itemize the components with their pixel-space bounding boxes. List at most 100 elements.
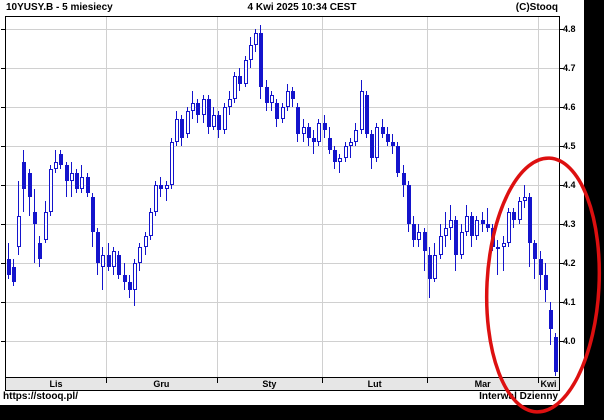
candle-body-down xyxy=(75,173,79,189)
candle-body-up xyxy=(165,185,169,189)
candle-body-down xyxy=(381,127,385,134)
candle-body-up xyxy=(54,162,58,169)
h-gridline xyxy=(6,341,559,342)
candle-body-up xyxy=(212,115,216,127)
candle-body-up xyxy=(70,173,74,181)
y-axis-tick-label: 4.2 xyxy=(563,258,576,268)
y-tick xyxy=(1,185,5,186)
candle-body-down xyxy=(554,337,558,372)
h-gridline xyxy=(6,185,559,186)
month-gridline xyxy=(538,17,539,377)
candle-body-down xyxy=(259,33,263,87)
candle-body-up xyxy=(302,127,306,134)
candle-body-up xyxy=(433,255,437,279)
y-axis-tick-label: 4.8 xyxy=(563,24,576,34)
month-tick xyxy=(322,378,323,383)
candle-wick xyxy=(350,138,351,158)
source-url-label: https://stooq.pl/ xyxy=(3,391,78,402)
month-label: Gru xyxy=(153,379,170,389)
copyright-label: (C)Stooq xyxy=(515,2,558,13)
y-tick xyxy=(559,146,564,147)
y-tick xyxy=(559,29,564,30)
candle-body-down xyxy=(7,259,11,275)
candle-body-down xyxy=(96,232,100,263)
candle-body-up xyxy=(149,212,153,236)
candle-body-down xyxy=(217,115,221,130)
candle-wick xyxy=(487,208,488,232)
candle-body-down xyxy=(180,119,184,138)
candle-wick xyxy=(55,150,56,173)
candle-body-up xyxy=(518,201,522,220)
candle-body-down xyxy=(117,255,121,275)
candle-body-up xyxy=(475,220,479,236)
candle-body-up xyxy=(228,99,232,107)
h-gridline xyxy=(6,263,559,264)
candle-body-up xyxy=(375,127,379,158)
month-tick xyxy=(106,378,107,383)
candle-body-up xyxy=(338,158,342,162)
candle-body-up xyxy=(170,142,174,185)
candle-body-down xyxy=(333,150,337,162)
candle-body-down xyxy=(528,197,532,243)
y-axis-tick-label: 4.1 xyxy=(563,297,576,307)
candle-body-up xyxy=(444,228,448,236)
candle-body-down xyxy=(370,134,374,158)
candle-body-down xyxy=(65,165,69,181)
candle-body-down xyxy=(12,267,16,282)
candle-body-down xyxy=(539,259,543,275)
candle-body-down xyxy=(491,228,495,247)
candle-body-up xyxy=(496,247,500,249)
candle-body-down xyxy=(402,173,406,185)
candle-wick xyxy=(166,181,167,201)
candle-body-down xyxy=(423,232,427,251)
month-tick xyxy=(217,378,218,383)
candle-body-up xyxy=(175,119,179,142)
candle-wick xyxy=(497,240,498,275)
candle-body-down xyxy=(291,91,295,99)
y-axis-tick-label: 4.0 xyxy=(563,336,576,346)
month-tick xyxy=(427,378,428,383)
candle-body-up xyxy=(344,146,348,158)
candlestick-plot[interactable] xyxy=(1,16,564,378)
candle-body-down xyxy=(396,146,400,173)
candle-body-down xyxy=(159,185,163,189)
month-tick xyxy=(538,378,539,383)
candle-body-up xyxy=(133,263,137,290)
candle-body-up xyxy=(281,107,285,119)
month-label: Sty xyxy=(262,379,277,389)
month-label: Kwi xyxy=(540,379,557,389)
candle-body-down xyxy=(59,154,63,165)
h-gridline xyxy=(6,68,559,69)
y-axis-tick-label: 4.5 xyxy=(563,141,576,151)
candle-body-up xyxy=(17,216,21,247)
month-gridline xyxy=(217,17,218,377)
y-axis-tick-label: 4.7 xyxy=(563,63,576,73)
candle-body-down xyxy=(123,275,127,282)
candle-body-down xyxy=(328,138,332,150)
candle-body-down xyxy=(275,103,279,119)
candle-body-down xyxy=(107,255,111,267)
candle-body-down xyxy=(428,255,432,279)
candle-body-down xyxy=(481,220,485,224)
candle-body-down xyxy=(407,185,411,224)
interval-label: Interwal Dzienny xyxy=(479,391,558,402)
candle-body-up xyxy=(138,247,142,263)
candle-wick xyxy=(313,130,314,154)
candle-body-down xyxy=(33,212,37,224)
candle-body-up xyxy=(80,177,84,189)
month-label: Mar xyxy=(474,379,491,389)
chart-page: 10YUSY.B - 5 miesiecy 4 Kwi 2025 10:34 C… xyxy=(0,0,584,405)
candle-wick xyxy=(102,247,103,290)
month-label: Lis xyxy=(49,379,63,389)
candle-body-down xyxy=(549,310,553,329)
month-gridline xyxy=(106,17,107,377)
y-axis-tick-label: 4.3 xyxy=(563,219,576,229)
candle-body-up xyxy=(101,255,105,267)
candle-body-up xyxy=(233,76,237,99)
y-tick xyxy=(1,302,5,303)
y-tick xyxy=(559,68,564,69)
candle-body-up xyxy=(317,123,321,142)
candle-body-down xyxy=(512,212,516,220)
y-tick xyxy=(1,107,5,108)
y-tick xyxy=(559,107,564,108)
